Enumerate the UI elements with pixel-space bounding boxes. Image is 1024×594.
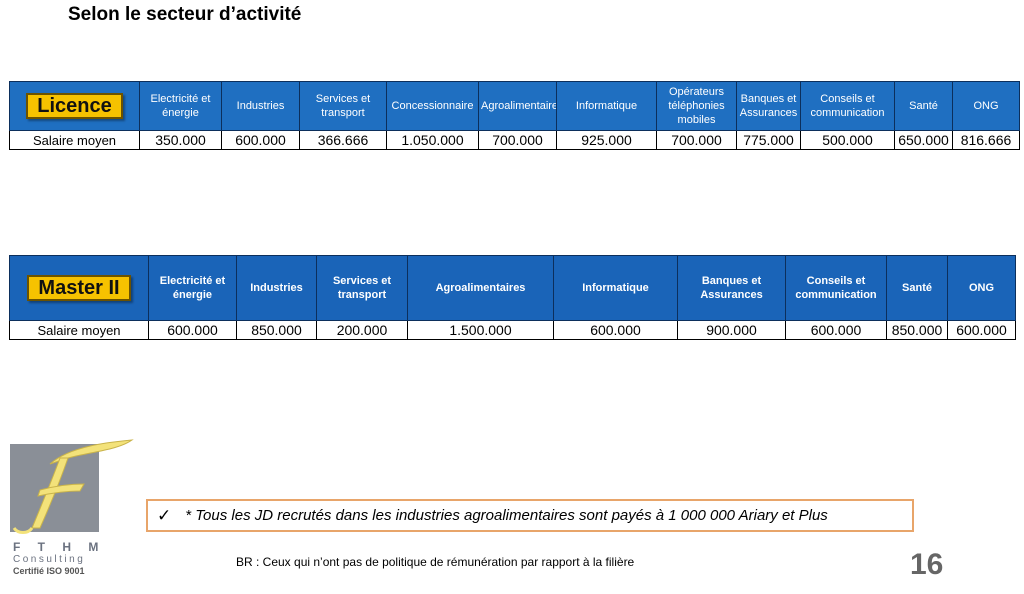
master-table: Master II Electricité et énergie Industr… bbox=[9, 255, 1016, 340]
salary-cell: 600.000 bbox=[553, 320, 678, 340]
table-row: Salaire moyen 600.000 850.000 200.000 1.… bbox=[9, 320, 1016, 340]
licence-header: Informatique bbox=[556, 81, 657, 131]
salary-cell: 600.000 bbox=[221, 130, 300, 150]
master-header: Electricité et énergie bbox=[148, 255, 237, 321]
master-badge: Master II bbox=[27, 275, 131, 301]
licence-header: Santé bbox=[894, 81, 953, 131]
master-header: Informatique bbox=[553, 255, 678, 321]
logo-cert: Certifié ISO 9001 bbox=[13, 566, 85, 576]
salary-cell: 200.000 bbox=[316, 320, 408, 340]
checkmark-icon: ✓ bbox=[157, 505, 172, 525]
licence-table: Licence Electricité et énergie Industrie… bbox=[9, 81, 1020, 150]
licence-badge-cell: Licence bbox=[9, 81, 140, 131]
licence-header: Services et transport bbox=[299, 81, 387, 131]
master-header: Industries bbox=[236, 255, 317, 321]
licence-header: Agroalimentaires bbox=[478, 81, 557, 131]
salary-cell: 700.000 bbox=[656, 130, 737, 150]
salary-cell: 1.050.000 bbox=[386, 130, 479, 150]
note-box: ✓ * Tous les JD recrutés dans les indust… bbox=[146, 499, 914, 532]
licence-badge: Licence bbox=[26, 93, 123, 119]
logo-text: F T H M Consulting Certifié ISO 9001 bbox=[13, 540, 113, 576]
master-header: Services et transport bbox=[316, 255, 408, 321]
salary-cell: 700.000 bbox=[478, 130, 557, 150]
salary-cell: 650.000 bbox=[894, 130, 953, 150]
salary-cell: 366.666 bbox=[299, 130, 387, 150]
salary-cell: 600.000 bbox=[148, 320, 237, 340]
table-row: Salaire moyen 350.000 600.000 366.666 1.… bbox=[9, 130, 1020, 150]
salary-cell: 925.000 bbox=[556, 130, 657, 150]
salary-cell: 500.000 bbox=[800, 130, 895, 150]
licence-header: Conseils et communication bbox=[800, 81, 895, 131]
salary-cell: 600.000 bbox=[947, 320, 1016, 340]
salary-cell: 850.000 bbox=[886, 320, 948, 340]
salary-cell: 900.000 bbox=[677, 320, 786, 340]
logo-name: F T H M bbox=[13, 540, 106, 554]
row-label: Salaire moyen bbox=[9, 130, 140, 150]
master-header: Conseils et communication bbox=[785, 255, 887, 321]
page-title: Selon le secteur d’activité bbox=[68, 4, 302, 25]
licence-header: ONG bbox=[952, 81, 1020, 131]
row-label: Salaire moyen bbox=[9, 320, 149, 340]
footnote: BR : Ceux qui n’ont pas de politique de … bbox=[236, 555, 635, 569]
fthm-logo-icon bbox=[12, 439, 134, 534]
master-header: Agroalimentaires bbox=[407, 255, 554, 321]
salary-cell: 600.000 bbox=[785, 320, 887, 340]
salary-cell: 850.000 bbox=[236, 320, 317, 340]
licence-header: Electricité et énergie bbox=[139, 81, 222, 131]
note-text: * Tous les JD recrutés dans les industri… bbox=[185, 507, 828, 524]
salary-cell: 350.000 bbox=[139, 130, 222, 150]
licence-header: Concessionnaire bbox=[386, 81, 479, 131]
salary-cell: 775.000 bbox=[736, 130, 801, 150]
salary-cell: 1.500.000 bbox=[407, 320, 554, 340]
master-header: Santé bbox=[886, 255, 948, 321]
logo-subtitle: Consulting bbox=[13, 554, 86, 565]
master-header: Banques et Assurances bbox=[677, 255, 786, 321]
salary-cell: 816.666 bbox=[952, 130, 1020, 150]
licence-header: Opérateurs téléphonies mobiles bbox=[656, 81, 737, 131]
master-badge-cell: Master II bbox=[9, 255, 149, 321]
master-header: ONG bbox=[947, 255, 1016, 321]
licence-header: Banques et Assurances bbox=[736, 81, 801, 131]
page-number: 16 bbox=[910, 548, 944, 581]
licence-header: Industries bbox=[221, 81, 300, 131]
